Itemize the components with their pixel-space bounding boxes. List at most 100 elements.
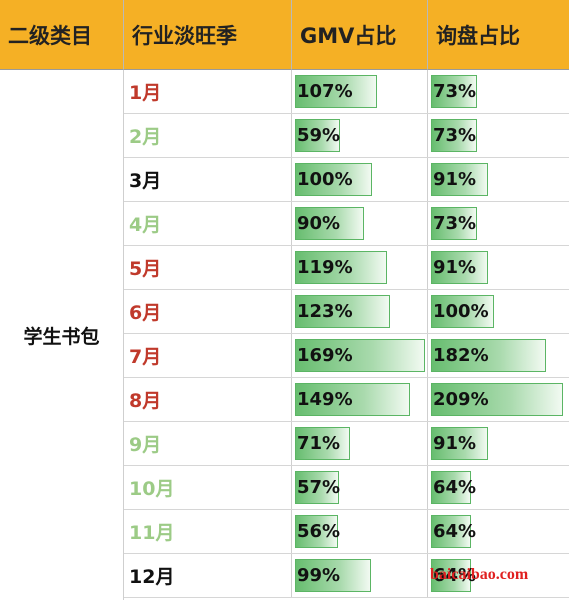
- inquiry-cell[interactable]: 73%: [428, 114, 569, 157]
- gmv-cell[interactable]: 99%: [292, 554, 428, 597]
- table-row: 10月 57% 64%: [124, 466, 569, 510]
- table-row: 9月 71% 91%: [124, 422, 569, 466]
- gmv-data-bar: [295, 119, 340, 152]
- inquiry-cell[interactable]: 64%: [428, 554, 569, 597]
- inquiry-cell[interactable]: 100%: [428, 290, 569, 333]
- gmv-cell[interactable]: 100%: [292, 158, 428, 201]
- month-cell[interactable]: 5月: [124, 246, 292, 289]
- inquiry-value: 64%: [433, 477, 477, 498]
- month-cell[interactable]: 3月: [124, 158, 292, 201]
- inquiry-cell[interactable]: 91%: [428, 246, 569, 289]
- table-row: 7月 169% 182%: [124, 334, 569, 378]
- table-row: 6月 123% 100%: [124, 290, 569, 334]
- category-cell[interactable]: 学生书包: [0, 70, 124, 600]
- gmv-data-bar: [295, 75, 377, 108]
- table-row: 12月 99% 64%: [124, 554, 569, 598]
- gmv-cell[interactable]: 59%: [292, 114, 428, 157]
- month-cell[interactable]: 2月: [124, 114, 292, 157]
- inquiry-data-bar: [431, 427, 488, 460]
- gmv-data-bar: [295, 471, 339, 504]
- header-season[interactable]: 行业淡旺季: [124, 0, 292, 70]
- month-cell[interactable]: 11月: [124, 510, 292, 553]
- inquiry-value: 209%: [433, 389, 489, 410]
- gmv-cell[interactable]: 57%: [292, 466, 428, 509]
- inquiry-data-bar: [431, 119, 477, 152]
- gmv-value: 59%: [297, 125, 341, 146]
- gmv-data-bar: [295, 515, 338, 548]
- inquiry-cell[interactable]: 209%: [428, 378, 569, 421]
- inquiry-value: 73%: [433, 125, 477, 146]
- table-row: 8月 149% 209%: [124, 378, 569, 422]
- inquiry-cell[interactable]: 91%: [428, 158, 569, 201]
- table-row: 11月 56% 64%: [124, 510, 569, 554]
- inquiry-cell[interactable]: 73%: [428, 70, 569, 113]
- month-cell[interactable]: 9月: [124, 422, 292, 465]
- inquiry-value: 182%: [433, 345, 489, 366]
- table-row: 3月 100% 91%: [124, 158, 569, 202]
- inquiry-cell[interactable]: 73%: [428, 202, 569, 245]
- header-category[interactable]: 二级类目: [0, 0, 124, 70]
- inquiry-cell[interactable]: 91%: [428, 422, 569, 465]
- inquiry-cell[interactable]: 182%: [428, 334, 569, 377]
- gmv-data-bar: [295, 559, 371, 592]
- gmv-data-bar: [295, 427, 350, 460]
- inquiry-data-bar: [431, 207, 477, 240]
- inquiry-value: 64%: [433, 521, 477, 542]
- gmv-cell[interactable]: 149%: [292, 378, 428, 421]
- gmv-value: 71%: [297, 433, 341, 454]
- gmv-value: 149%: [297, 389, 353, 410]
- gmv-data-bar: [295, 163, 372, 196]
- gmv-value: 57%: [297, 477, 341, 498]
- table-row: 2月 59% 73%: [124, 114, 569, 158]
- inquiry-value: 91%: [433, 169, 477, 190]
- inquiry-data-bar: [431, 75, 477, 108]
- gmv-cell[interactable]: 107%: [292, 70, 428, 113]
- gmv-value: 56%: [297, 521, 341, 542]
- gmv-cell[interactable]: 71%: [292, 422, 428, 465]
- gmv-value: 107%: [297, 81, 353, 102]
- inquiry-value: 64%: [433, 565, 477, 586]
- header-inquiry-share[interactable]: 询盘占比: [428, 0, 569, 70]
- header-gmv-share[interactable]: GMV占比: [292, 0, 428, 70]
- inquiry-value: 91%: [433, 433, 477, 454]
- month-cell[interactable]: 4月: [124, 202, 292, 245]
- inquiry-cell[interactable]: 64%: [428, 466, 569, 509]
- table-row: 1月 107% 73%: [124, 70, 569, 114]
- gmv-data-bar: [295, 339, 425, 372]
- month-cell[interactable]: 10月: [124, 466, 292, 509]
- month-cell[interactable]: 8月: [124, 378, 292, 421]
- gmv-data-bar: [295, 383, 410, 416]
- inquiry-value: 73%: [433, 213, 477, 234]
- inquiry-data-bar: [431, 295, 494, 328]
- gmv-value: 90%: [297, 213, 341, 234]
- gmv-value: 99%: [297, 565, 341, 586]
- month-cell[interactable]: 1月: [124, 70, 292, 113]
- month-cell[interactable]: 6月: [124, 290, 292, 333]
- watermark: baicaibao.com: [430, 566, 529, 583]
- inquiry-value: 91%: [433, 257, 477, 278]
- inquiry-data-bar: [431, 251, 488, 284]
- month-cell[interactable]: 7月: [124, 334, 292, 377]
- inquiry-cell[interactable]: 64%: [428, 510, 569, 553]
- gmv-cell[interactable]: 90%: [292, 202, 428, 245]
- gmv-value: 169%: [297, 345, 353, 366]
- gmv-value: 119%: [297, 257, 353, 278]
- gmv-cell[interactable]: 56%: [292, 510, 428, 553]
- gmv-cell[interactable]: 123%: [292, 290, 428, 333]
- inquiry-data-bar: [431, 163, 488, 196]
- inquiry-data-bar: [431, 339, 546, 372]
- inquiry-data-bar: [431, 515, 471, 548]
- gmv-data-bar: [295, 295, 390, 328]
- inquiry-data-bar: [431, 559, 471, 592]
- gmv-value: 100%: [297, 169, 353, 190]
- gmv-cell[interactable]: 119%: [292, 246, 428, 289]
- inquiry-data-bar: [431, 471, 471, 504]
- gmv-data-bar: [295, 207, 364, 240]
- gmv-cell[interactable]: 169%: [292, 334, 428, 377]
- table-row: 5月 119% 91%: [124, 246, 569, 290]
- gmv-value: 123%: [297, 301, 353, 322]
- gmv-data-bar: [295, 251, 387, 284]
- inquiry-data-bar: [431, 383, 563, 416]
- month-cell[interactable]: 12月: [124, 554, 292, 597]
